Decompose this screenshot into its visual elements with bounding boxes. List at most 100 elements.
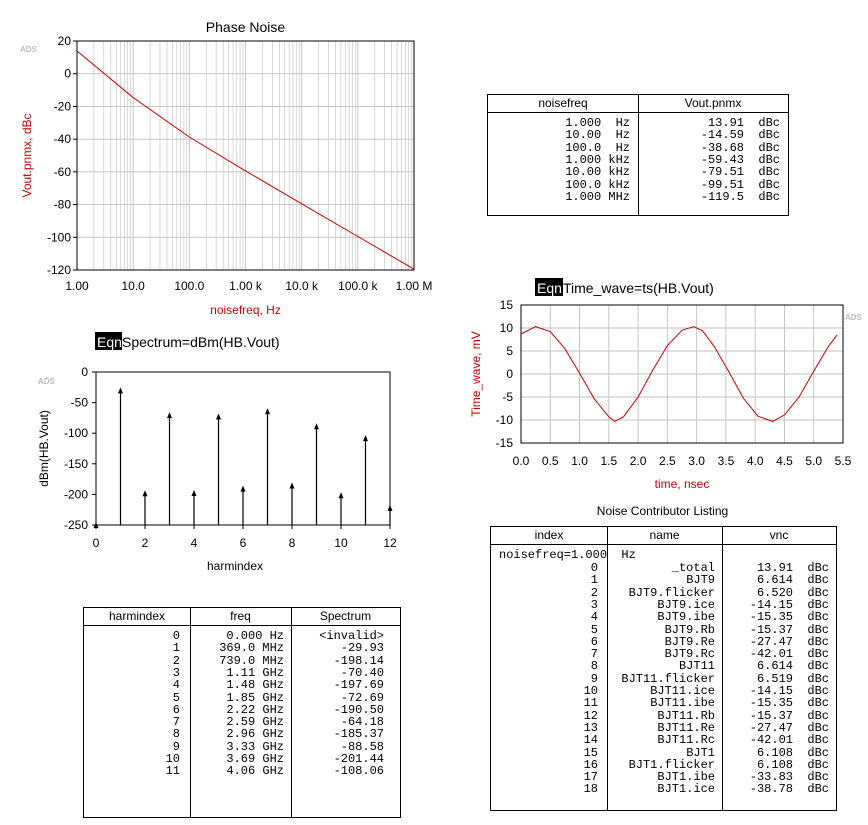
freq-cell: 3.33 GHz xyxy=(226,739,284,754)
y-tick-label: -100 xyxy=(64,426,88,440)
harmindex-cell: 3 xyxy=(172,665,180,680)
spectrum-cell: -72.69 xyxy=(340,690,384,705)
harmindex-cell: 0 xyxy=(172,629,180,643)
spectrum-marker xyxy=(216,413,221,420)
x-axis-label: harmindex xyxy=(207,559,263,573)
x-tick-label: 4 xyxy=(191,536,198,550)
spectrum-cell: -197.69 xyxy=(333,678,384,693)
x-axis-label: time, nsec xyxy=(655,477,710,491)
y-tick-label: -200 xyxy=(64,487,88,501)
header-noisefreq: noisefreq xyxy=(538,96,588,110)
freq-cell: 2.59 GHz xyxy=(226,715,284,730)
column-divider xyxy=(638,95,639,215)
noisefreq-cell: 100.0 kHz xyxy=(565,177,630,192)
x-tick-label: 3.5 xyxy=(718,454,735,468)
y-tick-label: -250 xyxy=(64,518,88,532)
ads-logo: ADS xyxy=(20,45,38,54)
vnc-cell: -15.37 dBc xyxy=(749,622,829,637)
spectrum-marker xyxy=(314,423,319,430)
x-tick-label: 8 xyxy=(289,536,296,550)
name-cell: BJT11.ibe xyxy=(650,696,715,711)
chart-title: Time_wave=ts(HB.Vout) xyxy=(563,280,714,296)
spectrum-cell: -190.50 xyxy=(333,702,384,717)
name-cell: BJT11.flicker xyxy=(621,671,715,686)
spectrum-cell: -64.18 xyxy=(340,715,384,730)
y-tick-label: -60 xyxy=(54,165,72,179)
y-tick-label: -80 xyxy=(54,198,72,212)
noisefreq-cell: 10.00 Hz xyxy=(565,128,630,143)
y-axis-label: dBm(HB.Vout) xyxy=(37,410,51,487)
harmindex-cell: 10 xyxy=(165,752,180,766)
harmindex-cell: 6 xyxy=(172,702,180,717)
x-tick-label: 2.0 xyxy=(630,454,647,468)
spectrum-cell: -198.14 xyxy=(333,653,384,668)
name-cell: BJT9.flicker xyxy=(628,585,715,600)
spectrum-cell: -185.37 xyxy=(333,727,384,742)
x-tick-label: 6 xyxy=(240,536,247,550)
spectrum-cell: -70.40 xyxy=(340,665,384,680)
x-tick-label: 1.0 xyxy=(571,454,588,468)
freq-cell: 4.06 GHz xyxy=(226,764,284,779)
name-cell: BJT9.Re xyxy=(664,634,715,649)
y-tick-label: 5 xyxy=(506,344,513,358)
x-tick-label: 12 xyxy=(383,536,397,550)
y-tick-label: 20 xyxy=(58,34,72,48)
x-tick-label: 2 xyxy=(142,536,149,550)
harmindex-cell: 5 xyxy=(172,690,180,705)
column-divider xyxy=(607,527,608,810)
x-tick-label: 5.5 xyxy=(835,454,852,468)
harmonics-table: harmindex freq Spectrum 0 0.000 Hz <invali… xyxy=(83,607,401,818)
noisefreq-cell: 1.000 kHz xyxy=(565,152,630,167)
y-tick-label: -120 xyxy=(47,263,71,277)
x-tick-label: 4.5 xyxy=(776,454,793,468)
column-divider xyxy=(190,608,191,817)
vnc-cell: 6.520 dBc xyxy=(756,585,829,600)
vout-pnmx-cell: -119.5 dBc xyxy=(700,189,780,204)
spectrum-cell: -201.44 xyxy=(333,752,384,766)
vnc-cell: -14.15 dBc xyxy=(749,597,829,612)
table-header: harmindex freq Spectrum xyxy=(84,608,400,626)
harmindex-cell: 2 xyxy=(172,653,180,668)
index-cell: 10 xyxy=(583,684,598,698)
time-wave-line xyxy=(520,326,838,422)
vout-pnmx-cell: -79.51 dBc xyxy=(700,165,780,180)
harmindex-cell: 1 xyxy=(172,641,180,656)
freq-cell: 1.85 GHz xyxy=(226,690,284,705)
index-cell: 14 xyxy=(583,733,598,748)
x-tick-label: 10.0 k xyxy=(285,279,319,293)
y-tick-label: -5 xyxy=(502,390,513,404)
header-vout-pnmx: Vout.pnmx xyxy=(684,96,742,110)
name-cell: BJT9 xyxy=(686,573,715,588)
x-tick-label: 0.5 xyxy=(542,454,559,468)
index-cell: 8 xyxy=(590,659,598,674)
spectrum-marker xyxy=(338,492,344,499)
harmindex-cell: 7 xyxy=(172,715,180,730)
spectrum-marker xyxy=(118,387,123,394)
header-index: index xyxy=(534,528,564,542)
phase-noise-line xyxy=(76,50,415,270)
y-tick-label: 15 xyxy=(500,298,514,312)
spectrum-marker xyxy=(363,435,368,442)
y-axis-label: Vout.pnmx, dBc xyxy=(20,113,34,197)
x-tick-label: 3.0 xyxy=(688,454,705,468)
header-name: name xyxy=(649,528,680,542)
index-cell: 11 xyxy=(583,696,598,711)
name-cell: BJT1.ibe xyxy=(657,770,715,785)
x-tick-label: 1.00 M xyxy=(396,279,433,293)
plot-frame xyxy=(76,40,415,271)
noisefreq-cell: 1.000 MHz xyxy=(565,189,630,204)
freq-cell: 1.48 GHz xyxy=(226,678,284,693)
header-freq: freq xyxy=(230,609,251,623)
freq-cell: 0.000 Hz xyxy=(226,629,284,643)
index-cell: 17 xyxy=(583,770,598,785)
noise-freq-table: noisefreq Vout.pnmx 1.000 Hz 13.91 dBc 10.… xyxy=(487,94,789,216)
eqn-tag-bg xyxy=(535,278,563,296)
eqn-tag-bg xyxy=(95,332,122,350)
column-divider xyxy=(722,527,723,810)
name-cell: BJT9.Rb xyxy=(664,622,715,637)
vnc-cell: -15.35 dBc xyxy=(749,610,829,625)
x-tick-label: 100.0 k xyxy=(338,279,378,293)
index-cell: 7 xyxy=(590,647,598,662)
noise-contributor-table: index name vnc noisefreq=1.000 Hz 0 _tota… xyxy=(490,526,837,811)
vnc-cell: 6.519 dBc xyxy=(756,671,829,686)
